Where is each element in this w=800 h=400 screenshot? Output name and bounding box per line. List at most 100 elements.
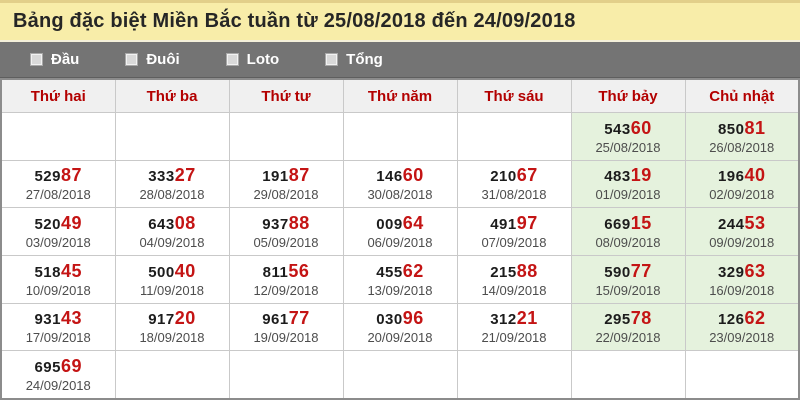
result-date: 06/09/2018 (367, 235, 433, 251)
result-number: 96177 (230, 308, 343, 329)
result-cell: 19187 29/08/2018 (228, 159, 344, 209)
result-date: 12/09/2018 (253, 282, 319, 298)
result-number-tail: 69 (61, 356, 83, 377)
result-number-main: 483 (604, 168, 631, 186)
result-number: 54360 (572, 118, 685, 139)
result-number-main: 500 (148, 263, 175, 281)
table-row: 51845 10/09/2018 50040 11/09/2018 81156 12/09… (0, 254, 800, 304)
result-date: 13/09/2018 (367, 282, 433, 298)
result-number-main: 590 (604, 263, 631, 281)
result-number: 21067 (458, 165, 571, 186)
result-number: 64308 (116, 213, 229, 234)
filter-item-1[interactable]: Đuôi (125, 51, 180, 68)
result-number-main: 312 (490, 311, 517, 329)
result-cell: 24453 09/09/2018 (684, 207, 800, 256)
result-date: 02/09/2018 (709, 187, 775, 203)
result-cell: 49197 07/09/2018 (456, 207, 572, 256)
filter-item-3[interactable]: Tổng (325, 51, 383, 68)
empty-cell (342, 350, 458, 400)
result-number-tail: 19 (630, 165, 652, 186)
result-number-main: 491 (490, 216, 517, 234)
result-date: 20/09/2018 (367, 330, 433, 346)
result-number-main: 520 (34, 216, 61, 234)
result-date: 17/09/2018 (25, 330, 91, 346)
result-number-tail: 40 (174, 260, 196, 281)
filter-checkbox[interactable] (225, 53, 239, 66)
title-bar: Bảng đặc biệt Miền Bắc tuần từ 25/08/201… (0, 0, 800, 40)
result-cell: 48319 01/09/2018 (570, 159, 686, 209)
result-date: 19/09/2018 (253, 330, 319, 346)
result-number: 66915 (572, 213, 685, 234)
result-cell: 54360 25/08/2018 (570, 112, 686, 161)
result-date: 31/08/2018 (481, 187, 547, 203)
column-header: Thứ năm (342, 78, 458, 113)
result-number-tail: 45 (61, 260, 83, 281)
result-date: 22/09/2018 (595, 330, 661, 346)
result-number-main: 643 (148, 216, 175, 234)
empty-cell (456, 112, 572, 161)
result-number-main: 191 (262, 168, 289, 186)
result-number: 00964 (344, 213, 457, 234)
result-number: 52987 (2, 165, 115, 186)
result-cell: 32963 16/09/2018 (684, 254, 800, 304)
result-number-main: 543 (604, 120, 631, 138)
filter-checkbox[interactable] (325, 53, 339, 66)
result-number-tail: 60 (630, 117, 652, 138)
result-number-main: 695 (34, 359, 61, 377)
result-number: 48319 (572, 165, 685, 186)
result-number: 19187 (230, 165, 343, 186)
result-number-main: 811 (262, 263, 289, 281)
result-number: 03096 (344, 308, 457, 329)
results-table: Thứ hai Thứ ba Thứ tư Thứ năm Thứ sáu Thứ bảy… (0, 78, 800, 400)
result-date: 23/09/2018 (709, 330, 775, 346)
filter-item-2[interactable]: Loto (225, 51, 279, 68)
result-number-tail: 81 (744, 117, 766, 138)
result-cell: 93788 05/09/2018 (228, 207, 344, 256)
result-cell: 52987 27/08/2018 (0, 159, 116, 209)
result-number: 14660 (344, 165, 457, 186)
result-number-tail: 96 (402, 308, 424, 329)
result-number: 51845 (2, 261, 115, 282)
result-date: 11/09/2018 (139, 282, 205, 298)
result-cell: 14660 30/08/2018 (342, 159, 458, 209)
filter-item-0[interactable]: Đầu (30, 51, 79, 68)
column-header: Thứ sáu (456, 78, 572, 113)
result-number-tail: 56 (288, 260, 310, 281)
result-number: 69569 (2, 356, 115, 377)
result-cell: 59077 15/09/2018 (570, 254, 686, 304)
filter-bar: Đầu Đuôi Loto Tổng (0, 40, 800, 78)
column-header: Thứ tư (228, 78, 344, 113)
result-number-main: 295 (604, 311, 631, 329)
result-number-tail: 97 (516, 213, 538, 234)
result-date: 04/09/2018 (139, 235, 205, 251)
result-number-tail: 08 (174, 213, 196, 234)
result-number: 85081 (686, 118, 799, 139)
result-number-main: 937 (262, 216, 289, 234)
result-cell: 12662 23/09/2018 (684, 302, 800, 352)
column-header: Chủ nhật (684, 78, 800, 113)
result-date: 30/08/2018 (367, 187, 433, 203)
table-row: 54360 25/08/2018 85081 26/08/2018 (0, 112, 800, 161)
result-cell: 69569 24/09/2018 (0, 350, 116, 400)
result-date: 21/09/2018 (481, 330, 547, 346)
result-date: 14/09/2018 (481, 282, 547, 298)
result-number: 91720 (116, 308, 229, 329)
result-number-main: 126 (717, 311, 745, 329)
result-number-main: 518 (34, 263, 61, 281)
filter-checkbox[interactable] (30, 53, 43, 66)
result-number-tail: 15 (630, 213, 652, 234)
result-number-main: 850 (717, 120, 745, 138)
filter-checkbox[interactable] (125, 53, 139, 66)
result-cell: 52049 03/09/2018 (0, 207, 116, 256)
empty-cell (228, 112, 344, 161)
result-number: 29578 (572, 308, 685, 329)
result-number-main: 529 (34, 168, 61, 186)
table-row: 93143 17/09/2018 91720 18/09/2018 96177 19/09… (0, 302, 800, 352)
column-header: Thứ hai (0, 78, 116, 113)
result-number: 52049 (2, 213, 115, 234)
result-number: 21588 (458, 261, 571, 282)
result-number: 32963 (686, 261, 799, 282)
result-cell: 19640 02/09/2018 (684, 159, 800, 209)
result-cell: 29578 22/09/2018 (570, 302, 686, 352)
result-date: 28/08/2018 (139, 187, 205, 203)
